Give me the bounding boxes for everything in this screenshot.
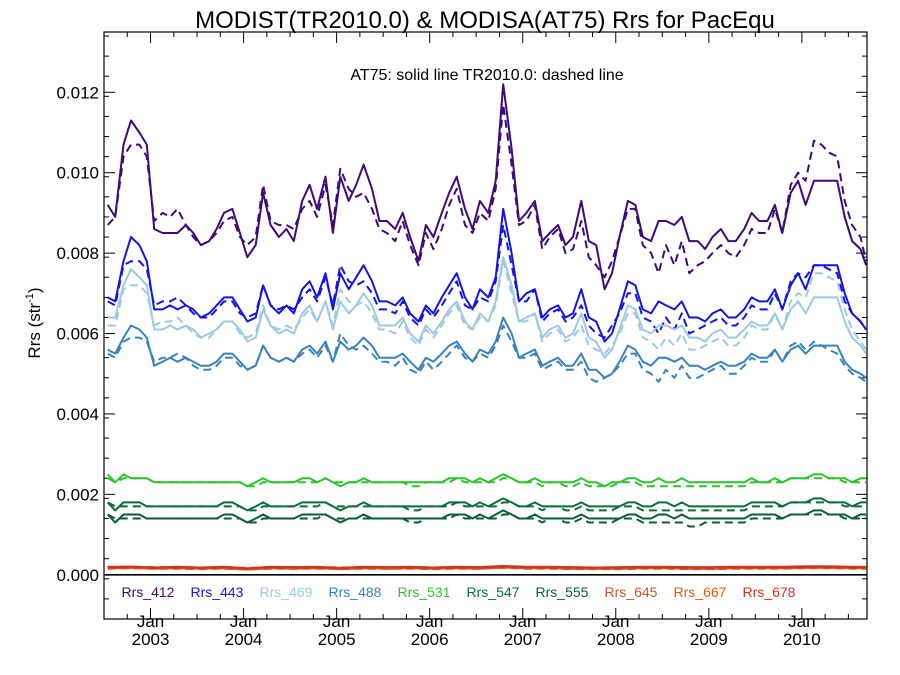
legend-item: Rrs_469 xyxy=(260,584,313,600)
solid-series-line xyxy=(106,509,867,524)
legend-layer: Rrs_412 Rrs_443 Rrs_469 Rrs_488 Rrs_531 Rrs_5… xyxy=(122,584,796,600)
legend-item: Rrs_667 xyxy=(674,584,727,600)
series-rrs-412 xyxy=(106,83,868,291)
y-tick-label: 0.012 xyxy=(56,83,99,102)
y-tick-label: 0.000 xyxy=(56,566,99,585)
solid-series-line xyxy=(106,473,867,488)
y-axis-label-close: ) xyxy=(25,287,44,293)
y-axis-label-main: Rrs (str xyxy=(25,303,44,359)
x-tick-label-year: 2004 xyxy=(225,630,263,649)
legend-item: Rrs_555 xyxy=(536,584,589,600)
y-tick-label: 0.008 xyxy=(56,244,99,263)
x-tick-label-month: Jan xyxy=(416,612,443,631)
y-tick-label: 0.004 xyxy=(56,405,99,424)
plot-frame xyxy=(103,31,868,620)
y-axis-label: Rrs (str-1) xyxy=(24,287,44,358)
series-rrs-488 xyxy=(107,316,867,383)
x-tick-label-month: Jan xyxy=(230,612,257,631)
solid-series-line xyxy=(106,83,868,291)
x-tick-label-year: 2003 xyxy=(132,630,170,649)
legend-item: Rrs_531 xyxy=(398,584,451,600)
legend-item: Rrs_678 xyxy=(743,584,796,600)
x-tick-label-month: Jan xyxy=(137,612,164,631)
solid-series-line xyxy=(107,565,867,570)
chart-title: MODIST(TR2010.0) & MODISA(AT75) Rrs for … xyxy=(195,7,775,34)
dashed-series-line xyxy=(107,501,867,512)
axes-layer: 0.0000.0020.0040.0060.0080.0100.012Jan20… xyxy=(56,32,867,649)
dashed-series-line xyxy=(107,260,867,355)
solid-series-line xyxy=(107,207,867,343)
x-tick-label-month: Jan xyxy=(695,612,722,631)
legend-item: Rrs_443 xyxy=(191,584,244,600)
y-tick-label: 0.006 xyxy=(56,325,99,344)
line-style-annotation: AT75: solid line TR2010.0: dashed line xyxy=(350,67,623,84)
series-rrs-547 xyxy=(106,497,867,512)
x-tick-label-month: Jan xyxy=(602,612,629,631)
y-tick-label: 0.010 xyxy=(56,164,99,183)
y-axis-label-superscript: -1 xyxy=(24,293,36,303)
dashed-series-line xyxy=(107,324,867,383)
series-rrs-443 xyxy=(107,207,867,343)
dashed-series-line xyxy=(107,224,867,339)
legend-item: Rrs_412 xyxy=(122,584,175,600)
y-tick-label: 0.002 xyxy=(56,485,99,504)
x-tick-label-year: 2006 xyxy=(411,630,449,649)
solid-series-line xyxy=(107,256,867,359)
dashed-series-line xyxy=(107,513,867,528)
series-rrs-678 xyxy=(107,565,867,570)
x-tick-label-month: Jan xyxy=(509,612,536,631)
series-rrs-555 xyxy=(106,509,867,528)
legend-item: Rrs_645 xyxy=(605,584,658,600)
series-layer xyxy=(106,83,868,571)
x-tick-label-year: 2008 xyxy=(597,630,635,649)
series-rrs-531 xyxy=(106,473,867,488)
x-tick-label-month: Jan xyxy=(323,612,350,631)
x-tick-label-year: 2007 xyxy=(504,630,542,649)
x-tick-label-year: 2005 xyxy=(318,630,356,649)
dashed-series-line xyxy=(106,103,868,279)
x-tick-label-year: 2010 xyxy=(783,630,821,649)
legend-item: Rrs_547 xyxy=(467,584,520,600)
x-tick-label-year: 2009 xyxy=(690,630,728,649)
x-tick-label-month: Jan xyxy=(788,612,815,631)
legend-item: Rrs_488 xyxy=(329,584,382,600)
solid-series-line xyxy=(106,497,867,512)
solid-series-line xyxy=(107,316,867,379)
series-rrs-469 xyxy=(107,256,867,359)
